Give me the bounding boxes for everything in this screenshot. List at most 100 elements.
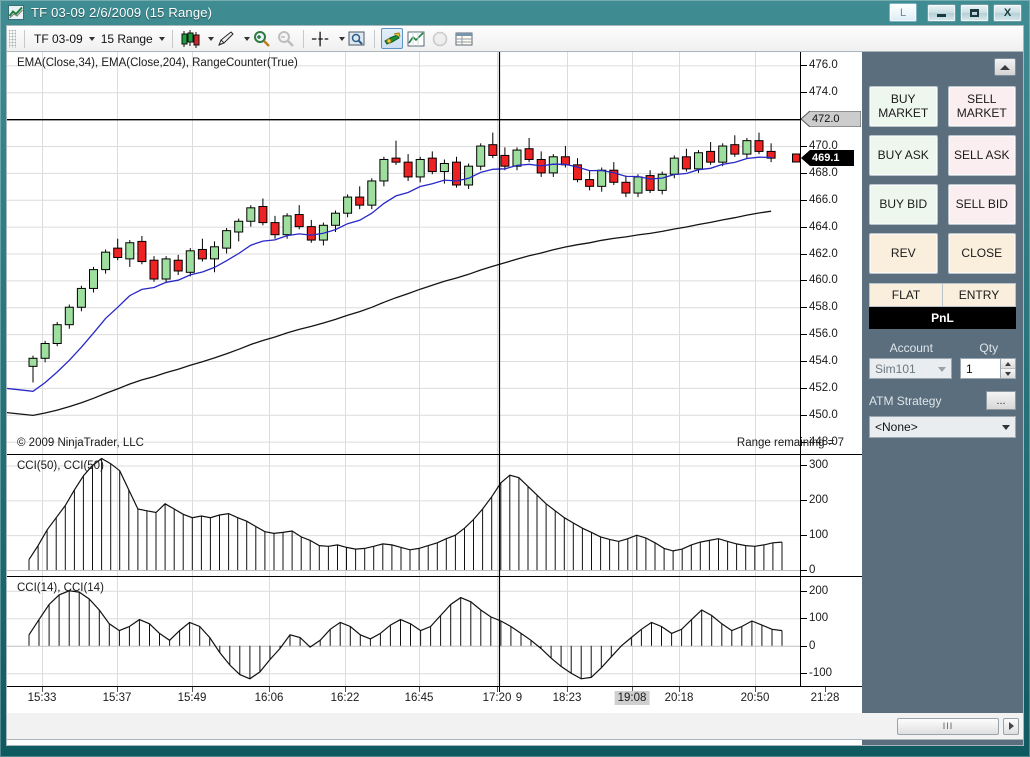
zoom-in-icon[interactable] <box>251 28 273 49</box>
cci50-pane[interactable]: CCI(50), CCI(50) 300 200 100 0 <box>7 455 862 577</box>
close-position-button[interactable]: CLOSE <box>947 233 1016 274</box>
buy-market-button[interactable]: BUY MARKET <box>869 86 938 127</box>
qty-label: Qty <box>979 341 999 355</box>
chevron-right-icon <box>1008 722 1014 730</box>
buy-ask-label: BUY ASK <box>877 147 929 162</box>
horizontal-scrollbar[interactable]: III <box>6 713 1024 740</box>
time-axis-tick <box>42 687 43 692</box>
sell-market-button[interactable]: SELL MARKET <box>947 86 1016 127</box>
window-title: TF 03-09 2/6/2009 (15 Range) <box>31 4 213 20</box>
data-box-icon[interactable] <box>346 28 368 49</box>
indicator-axis-label: 300 <box>809 459 829 472</box>
cci14-pane[interactable]: CCI(14), CCI(14) 200 100 0 -100 <box>7 577 862 687</box>
range-remaining-label: Range remaining = 7 <box>736 437 844 449</box>
price-axis-tick <box>801 146 807 148</box>
indicator-axis-tick <box>801 570 807 572</box>
layout-button[interactable]: L <box>889 3 917 22</box>
flat-button[interactable]: FLAT <box>869 283 943 307</box>
time-axis-tick <box>419 687 420 692</box>
price-axis-label: 466.0 <box>809 193 838 206</box>
price-axis-label: 458.0 <box>809 301 838 314</box>
cci50-axis[interactable]: 300 200 100 0 <box>800 455 862 576</box>
maximize-icon <box>970 8 979 17</box>
zoom-out-icon[interactable] <box>275 28 297 49</box>
time-axis-label: 15:33 <box>27 692 57 704</box>
sell-ask-button[interactable]: SELL ASK <box>947 135 1016 176</box>
data-series-icon[interactable] <box>453 28 475 49</box>
price-axis-tick <box>801 92 807 94</box>
atm-strategy-select[interactable]: <None> <box>869 416 1016 438</box>
flat-entry-row: FLAT ENTRY <box>869 283 1016 307</box>
chart-toolbar: TF 03-09 15 Range <box>6 25 1024 51</box>
time-axis[interactable]: 15:33 15:37 15:49 16:06 16:22 16:45 17:20 18:23… <box>7 687 909 713</box>
instrument-selector[interactable]: TF 03-09 <box>30 29 97 49</box>
entry-button[interactable]: ENTRY <box>943 283 1016 307</box>
price-axis-tick <box>801 387 807 389</box>
cci50-plot-area[interactable] <box>7 455 800 576</box>
atm-strategy-options-button[interactable]: ... <box>986 391 1016 410</box>
close-button[interactable]: X <box>993 3 1022 22</box>
layout-button-label: L <box>899 6 907 19</box>
indicator-axis-tick <box>801 465 807 467</box>
collapse-panel-button[interactable] <box>994 58 1016 76</box>
maximize-button[interactable] <box>960 3 989 22</box>
buy-bid-button[interactable]: BUY BID <box>869 184 938 225</box>
crosshair-time-label: 19:08 <box>614 691 650 705</box>
interval-selector[interactable]: 15 Range <box>97 29 167 49</box>
close-icon: X <box>1003 6 1012 19</box>
price-axis-label: 460.0 <box>809 274 838 287</box>
window-caption-buttons: L X <box>889 3 1022 22</box>
order-buttons-grid: BUY MARKET SELL MARKET BUY ASK SELL ASK BU… <box>869 86 1016 274</box>
scroll-right-button[interactable] <box>1003 717 1019 735</box>
qty-decrement-button[interactable] <box>1001 368 1015 378</box>
entry-label: ENTRY <box>958 288 1000 302</box>
chevron-up-icon <box>1005 361 1011 366</box>
qty-value: 1 <box>965 361 973 376</box>
last-price-tick <box>792 153 800 163</box>
chevron-down-icon[interactable] <box>338 36 345 41</box>
pnl-display: PnL <box>869 306 1016 329</box>
qty-increment-button[interactable] <box>1001 359 1015 368</box>
indicators-icon[interactable] <box>405 28 427 49</box>
toolbar-separator <box>373 29 375 48</box>
indicator-axis-tick <box>801 500 807 502</box>
sell-bid-button[interactable]: SELL BID <box>947 184 1016 225</box>
price-level-marker[interactable]: 472.0 <box>801 111 861 128</box>
last-price-marker: 469.1 <box>801 150 854 167</box>
time-axis-tick <box>567 687 568 692</box>
indicator-axis-label: 0 <box>809 639 816 652</box>
minimize-button[interactable] <box>927 3 956 22</box>
price-axis-tick <box>801 414 807 416</box>
toolbar-grip[interactable] <box>9 29 16 48</box>
order-entry-panel: BUY MARKET SELL MARKET BUY ASK SELL ASK BU… <box>862 52 1023 745</box>
price-plot-area[interactable] <box>7 52 800 454</box>
strategies-icon[interactable] <box>429 28 451 49</box>
chevron-down-icon <box>88 36 95 41</box>
price-axis-tick <box>801 307 807 309</box>
buy-ask-button[interactable]: BUY ASK <box>869 135 938 176</box>
crosshair-icon[interactable] <box>310 28 332 49</box>
price-axis[interactable]: 476.0 474.0 472.0 470.0 468.0 466.0 464.0 462.0… <box>800 52 862 454</box>
quantity-stepper[interactable]: 1 <box>959 358 1016 379</box>
indicator-axis-label: -100 <box>809 667 833 680</box>
cci14-plot-area[interactable] <box>7 577 800 686</box>
cci14-axis[interactable]: 200 100 0 -100 <box>800 577 862 686</box>
price-chart-svg <box>7 52 800 454</box>
reverse-button[interactable]: REV <box>869 233 938 274</box>
atm-strategy-label: ATM Strategy <box>869 393 942 408</box>
qty-spinner[interactable] <box>1000 359 1015 378</box>
flat-label: FLAT <box>891 288 921 302</box>
drawing-tools-icon[interactable] <box>215 28 237 49</box>
pnl-label: PnL <box>931 310 954 325</box>
price-pane[interactable]: EMA(Close,34), EMA(Close,204), RangeCoun… <box>7 52 862 455</box>
chevron-down-icon[interactable] <box>207 36 214 41</box>
scrollbar-thumb[interactable]: III <box>897 717 999 735</box>
account-select[interactable]: Sim101 <box>869 358 952 379</box>
chevron-down-icon[interactable] <box>243 36 250 41</box>
order-entry-icon[interactable] <box>380 28 403 49</box>
time-axis-label: 15:49 <box>177 692 207 704</box>
candlestick-type-icon[interactable] <box>179 28 201 49</box>
price-axis-tick <box>801 441 807 443</box>
cci14-chart-svg <box>7 577 800 686</box>
indicator-axis-tick <box>801 645 807 647</box>
